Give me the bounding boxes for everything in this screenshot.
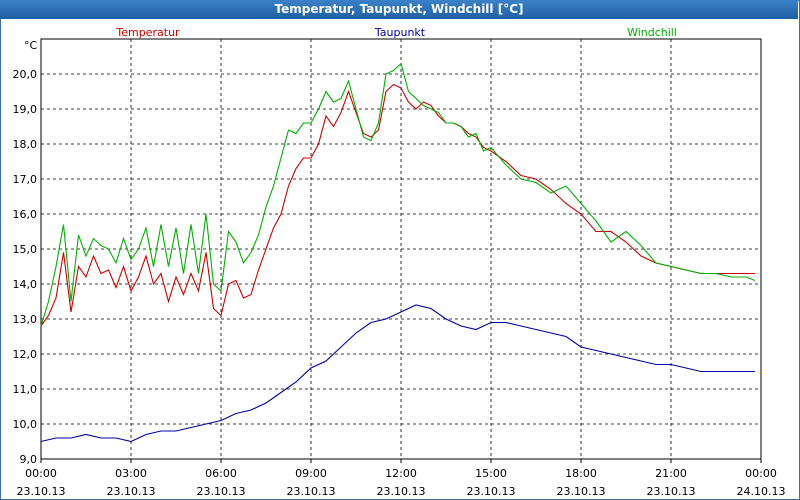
y-axis: 9,0 10,0 11,0 12,0 13,0 14,0 15,0 16,0 17,0 18,0 1…: [13, 39, 38, 466]
y-tick-label: 17,0: [13, 173, 38, 186]
y-tick-label: 20,0: [13, 68, 38, 81]
y-tick-label: 14,0: [13, 278, 38, 291]
legend: Temperatur Taupunkt Windchill: [115, 26, 677, 39]
x-tick-time: 09:00: [295, 467, 327, 480]
x-tick-time: 21:00: [655, 467, 687, 480]
x-tick-date: 23.10.13: [647, 485, 696, 498]
y-tick-label: 12,0: [13, 348, 38, 361]
y-tick-label: 19,0: [13, 103, 38, 116]
series-line-temperatur: [40, 83, 755, 327]
y-tick-label: 9,0: [20, 453, 38, 466]
y-tick-label: 13,0: [13, 313, 38, 326]
series-lines: [40, 62, 756, 443]
x-tick-date: 23.10.13: [197, 485, 246, 498]
x-tick-time: 18:00: [565, 467, 597, 480]
y-axis-label: °C: [24, 39, 38, 52]
series-line-windchill: [40, 62, 756, 327]
y-tick-label: 16,0: [13, 208, 38, 221]
x-tick-time: 00:00: [745, 467, 777, 480]
x-axis: 00:00 23.10.13 03:00 23.10.13 06:00 23.10.13 0…: [17, 459, 786, 498]
chart-title: Temperatur, Taupunkt, Windchill [°C]: [0, 0, 798, 19]
x-tick-date: 23.10.13: [17, 485, 66, 498]
x-tick-time: 06:00: [205, 467, 237, 480]
series-line-taupunkt: [40, 304, 755, 443]
x-tick-date: 24.10.13: [737, 485, 786, 498]
y-tick-label: 11,0: [13, 383, 38, 396]
legend-entry-temperatur: Temperatur: [115, 26, 180, 39]
x-tick-time: 00:00: [25, 467, 57, 480]
x-tick-date: 23.10.13: [557, 485, 606, 498]
x-tick-date: 23.10.13: [107, 485, 156, 498]
x-tick-date: 23.10.13: [287, 485, 336, 498]
y-tick-label: 15,0: [13, 243, 38, 256]
legend-entry-taupunkt: Taupunkt: [374, 26, 426, 39]
x-tick-time: 03:00: [115, 467, 147, 480]
y-tick-label: 10,0: [13, 418, 38, 431]
x-tick-date: 23.10.13: [467, 485, 516, 498]
legend-entry-windchill: Windchill: [627, 26, 677, 39]
x-tick-time: 15:00: [475, 467, 507, 480]
x-tick-time: 12:00: [385, 467, 417, 480]
y-tick-label: 18,0: [13, 138, 38, 151]
grid: [40, 38, 762, 460]
x-tick-date: 23.10.13: [377, 485, 426, 498]
